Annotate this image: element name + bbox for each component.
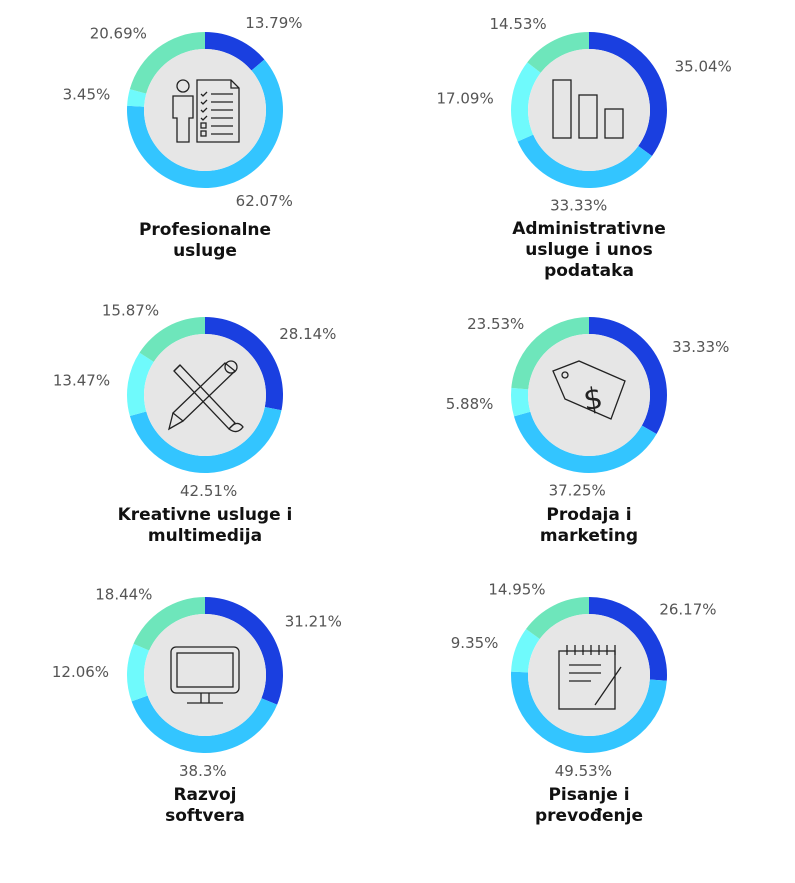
donut-slice	[205, 597, 283, 705]
pencil-brush-icon	[167, 360, 244, 433]
chart-title-line: Kreativne usluge i	[117, 505, 293, 525]
data-label: 49.53%	[555, 762, 612, 780]
donut-slice	[511, 671, 667, 754]
donut-slice	[205, 317, 283, 411]
data-label: 3.45%	[63, 85, 111, 103]
donut-slice	[517, 134, 652, 188]
data-label: 26.17%	[659, 601, 716, 619]
donut-slice	[589, 32, 667, 157]
donut-chart-2: 28.14% 42.51% 13.47% 15.87%	[53, 302, 337, 500]
bar-chart-icon	[552, 79, 624, 139]
donut-slice	[129, 32, 205, 94]
data-label: 42.51%	[180, 482, 237, 500]
chart-title: Kreativne usluge i multimedija	[55, 505, 355, 547]
donut-panel-2: 28.14% 42.51% 13.47% 15.87% Kreativne uslug…	[53, 302, 355, 585]
chart-title-line: Razvoj	[173, 785, 237, 805]
chart-title-line: prevođenje	[534, 806, 643, 826]
donut-slice	[133, 597, 205, 651]
data-label: 15.87%	[102, 302, 159, 320]
donut-slice	[139, 317, 205, 362]
data-label: 14.95%	[488, 580, 545, 598]
chart-title-line: Prodaja i	[546, 505, 632, 525]
data-label: 23.53%	[467, 315, 524, 333]
data-label: 38.3%	[179, 762, 227, 780]
donut-slice	[513, 411, 657, 474]
chart-title-line: usluge i unos	[525, 240, 653, 260]
chart-title-line: Pisanje i	[548, 785, 630, 805]
monitor-icon	[170, 646, 240, 704]
data-label: 12.06%	[52, 663, 109, 681]
donut-slice	[527, 32, 589, 73]
donut-slice	[511, 628, 540, 673]
donut-panel-3: 33.33% 37.25% 5.88% 23.53% $ Prodaja i marke…	[439, 315, 739, 585]
donut-slice	[589, 317, 667, 434]
price-tag-icon: $	[552, 360, 626, 420]
chart-title: Administrativne usluge i unos podataka	[439, 219, 739, 282]
donut-panel-4: 31.21% 38.3% 12.06% 18.44% Razvoj softvera	[52, 586, 355, 865]
chart-title-line: Profesionalne	[138, 220, 272, 240]
data-label: 9.35%	[451, 634, 499, 652]
donut-center	[528, 334, 650, 456]
donut-slice	[126, 59, 283, 189]
data-label: 37.25%	[549, 481, 606, 499]
data-label: 62.07%	[236, 192, 293, 210]
data-label: 17.09%	[436, 89, 493, 107]
donut-center	[528, 614, 650, 736]
data-label: 33.33%	[672, 338, 729, 356]
donut-center	[144, 334, 266, 456]
donut-chart-3: 33.33% 37.25% 5.88% 23.53% $	[446, 315, 730, 499]
donut-panel-0: 13.79% 62.07% 3.45% 20.69% Profesionalne us…	[55, 14, 355, 300]
chart-title: Prodaja i marketing	[439, 505, 739, 547]
chart-title: Pisanje i prevođenje	[439, 785, 739, 827]
data-label: 13.47%	[53, 372, 110, 390]
data-label: 18.44%	[95, 586, 152, 604]
donut-slice	[131, 695, 278, 753]
donut-slice	[129, 406, 282, 473]
donut-slice	[127, 89, 147, 107]
data-label: 35.04%	[675, 58, 732, 76]
checklist-person-icon	[172, 79, 240, 143]
donut-slice	[205, 32, 265, 71]
chart-title: Profesionalne usluge	[55, 220, 355, 262]
data-label: 14.53%	[489, 15, 546, 33]
donut-panel-5: 26.17% 49.53% 9.35% 14.95% Pisanje i prevođ…	[439, 580, 739, 865]
donut-panel-1: 35.04% 33.33% 17.09% 14.53% Administrativne…	[436, 15, 739, 300]
donut-chart-0: 13.79% 62.07% 3.45% 20.69%	[63, 14, 303, 210]
chart-title-line: podataka	[544, 261, 634, 281]
data-label: 20.69%	[90, 25, 147, 43]
donut-center	[144, 614, 266, 736]
donut-slice	[511, 317, 589, 390]
data-label: 13.79%	[245, 14, 302, 32]
chart-title-line: Administrativne	[512, 219, 666, 239]
donut-slice	[589, 597, 667, 681]
data-label: 33.33%	[550, 196, 607, 214]
chart-title-line: marketing	[539, 526, 639, 546]
data-label: 5.88%	[446, 395, 494, 413]
chart-title: Razvoj softvera	[55, 785, 355, 827]
chart-title-line: softvera	[165, 806, 245, 826]
donut-center	[528, 49, 650, 171]
donut-chart-1: 35.04% 33.33% 17.09% 14.53%	[436, 15, 732, 215]
data-label: 31.21%	[285, 613, 342, 631]
donut-slice	[127, 643, 150, 702]
donut-chart-4: 31.21% 38.3% 12.06% 18.44%	[52, 586, 342, 780]
chart-title-line: usluge	[173, 241, 237, 261]
chart-title-line: multimedija	[147, 526, 263, 546]
data-label: 28.14%	[279, 325, 336, 343]
donut-slice	[526, 597, 589, 639]
donut-slice	[127, 352, 154, 417]
notepad-pen-icon	[558, 645, 622, 710]
svg-text:$: $	[581, 381, 605, 418]
donut-slice	[511, 62, 541, 142]
donut-chart-5: 26.17% 49.53% 9.35% 14.95%	[451, 580, 717, 780]
donut-slice	[511, 387, 531, 417]
